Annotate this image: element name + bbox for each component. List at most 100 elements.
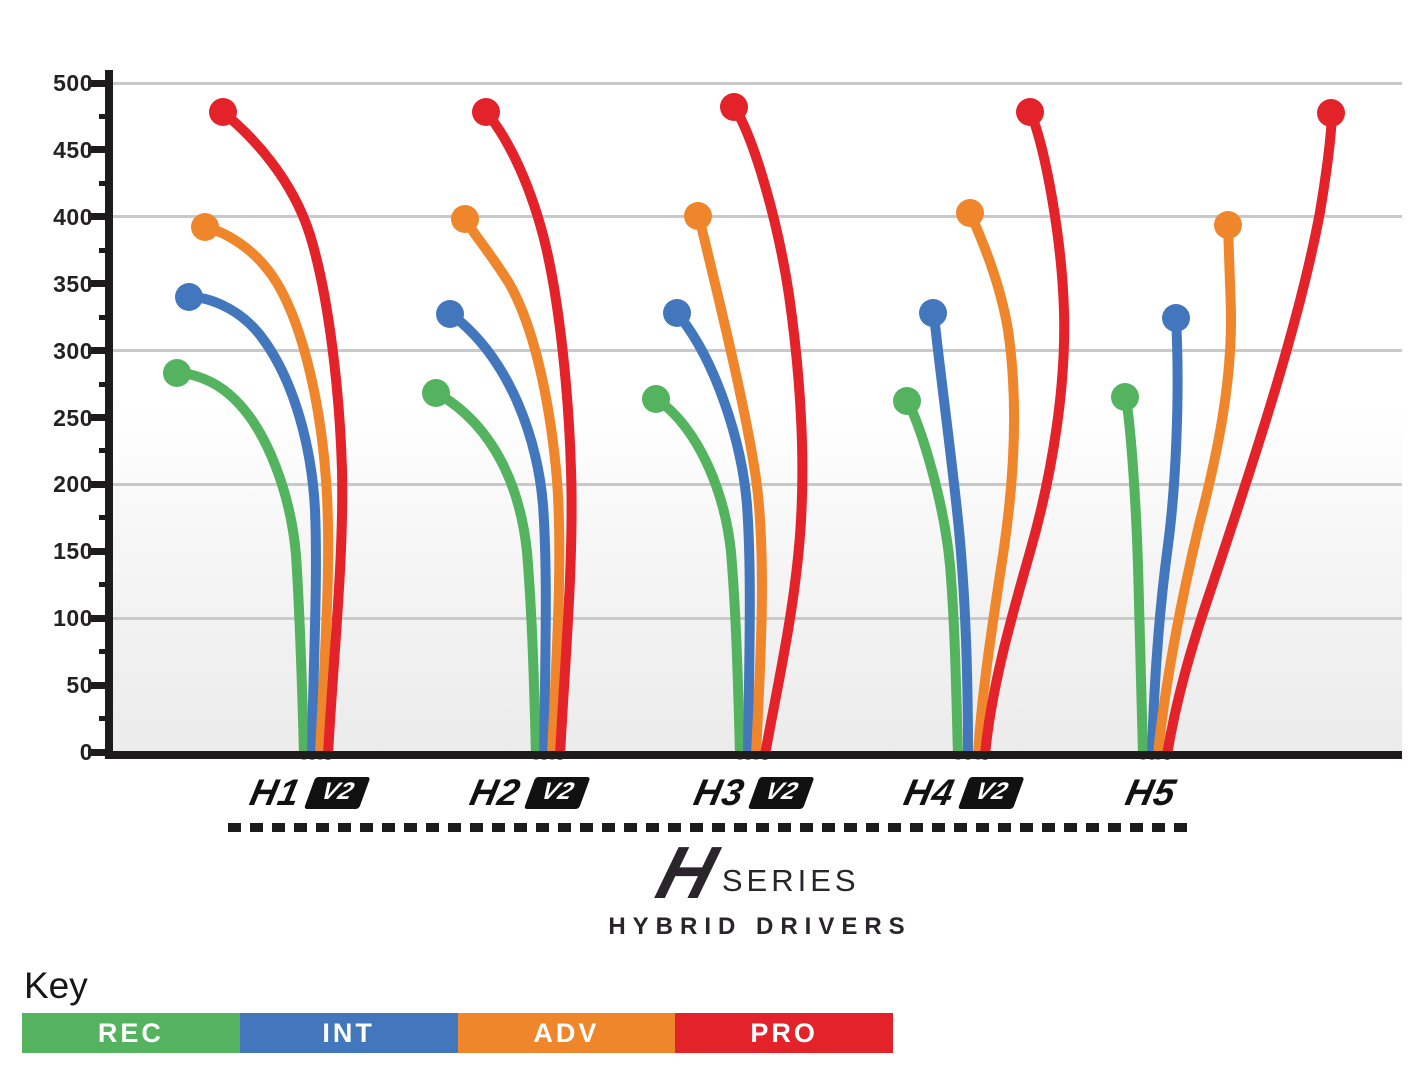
key-segment-REC: REC (22, 1013, 240, 1053)
flight-path-H1-REC (173, 368, 309, 760)
y-axis-label-50: 50 (66, 672, 93, 699)
y-axis-label-350: 350 (53, 270, 93, 297)
key-title: Key (24, 965, 88, 1006)
minor-tick-225 (99, 448, 113, 454)
flight-endpoint-H5-ADV (1214, 211, 1242, 239)
y-axis-label-200: 200 (53, 471, 93, 498)
flight-path-H3-INT (672, 308, 755, 760)
major-tick-350 (88, 280, 113, 288)
major-tick-0 (88, 748, 113, 756)
major-tick-250 (88, 414, 113, 421)
flight-path-H2-PRO (482, 108, 577, 760)
flight-path-H4-INT (929, 310, 973, 760)
flight-path-H1-PRO (219, 108, 348, 760)
disc-label-H1: H1 V2 (246, 772, 372, 814)
flight-endpoint-H3-REC (642, 385, 670, 413)
disc-name-H2: H2 (466, 772, 525, 813)
flight-path-H1-ADV (201, 222, 334, 760)
disc-name-H1: H1 (246, 772, 305, 813)
flight-path-H5-INT (1147, 314, 1183, 760)
flight-path-H3-PRO (730, 103, 808, 760)
logo-series-word: SERIES (721, 862, 860, 898)
dashed-divider (228, 823, 1190, 832)
major-tick-100 (88, 614, 113, 622)
key-segment-ADV: ADV (457, 1013, 676, 1053)
gridline-300 (113, 349, 1402, 353)
flight-endpoint-H4-PRO (1016, 98, 1044, 126)
flight-endpoint-H1-REC (163, 359, 191, 387)
v2-badge-text: V2 (537, 778, 579, 805)
flight-path-H2-REC (432, 388, 541, 760)
flight-endpoint-H1-PRO (209, 98, 237, 126)
minor-tick-25 (99, 716, 113, 722)
flight-endpoint-H3-PRO (720, 93, 748, 121)
major-tick-150 (88, 547, 113, 555)
major-tick-400 (88, 213, 113, 221)
minor-tick-425 (99, 180, 113, 186)
minor-tick-325 (99, 314, 113, 320)
disc-name-H5: H5 (1122, 772, 1181, 813)
y-axis-label-450: 450 (53, 136, 93, 163)
minor-tick-175 (99, 515, 113, 521)
flight-endpoint-H4-ADV (956, 199, 984, 227)
gridline-500 (113, 81, 1402, 85)
flight-endpoint-H1-ADV (191, 213, 219, 241)
flight-endpoint-H2-REC (422, 379, 450, 407)
major-tick-500 (88, 79, 113, 87)
y-axis-label-500: 500 (53, 70, 93, 96)
flight-endpoint-H2-PRO (472, 98, 500, 126)
flight-path-H2-INT (446, 309, 551, 760)
minor-tick-275 (99, 381, 113, 387)
minor-tick-475 (99, 113, 113, 119)
y-axis-label-400: 400 (53, 203, 93, 230)
flight-endpoint-H4-INT (919, 299, 947, 327)
disc-name-H3: H3 (690, 772, 749, 813)
major-tick-450 (88, 146, 113, 154)
minor-tick-125 (99, 582, 113, 588)
key-legend-bar: REC INT ADV PRO (22, 1013, 893, 1053)
disc-label-H3: H3 V2 (690, 772, 816, 814)
v2-badge-text: V2 (971, 778, 1013, 805)
v2-badge-H2: V2 (524, 777, 592, 809)
major-tick-300 (88, 347, 113, 355)
series-logo: H SERIES HYBRID DRIVERS (540, 831, 980, 941)
flight-endpoint-H5-PRO (1317, 99, 1345, 127)
v2-badge-text: V2 (761, 778, 803, 805)
logo-subtitle: HYBRID DRIVERS (608, 912, 912, 940)
flight-path-H5-PRO (1162, 109, 1337, 760)
flight-endpoint-H1-INT (175, 283, 203, 311)
y-axis-label-0: 0 (79, 739, 93, 765)
major-tick-50 (88, 681, 113, 689)
flight-endpoint-H5-REC (1111, 383, 1139, 411)
key-segment-PRO: PRO (675, 1013, 893, 1053)
flight-endpoint-H3-ADV (684, 202, 712, 230)
x-axis-line (105, 751, 1402, 759)
y-axis-label-250: 250 (53, 404, 93, 431)
flight-endpoint-H2-INT (436, 300, 464, 328)
y-axis-label-300: 300 (53, 337, 93, 364)
key-segment-INT: INT (239, 1013, 458, 1053)
minor-tick-75 (99, 649, 113, 655)
flight-endpoint-H4-REC (893, 387, 921, 415)
series-logo-row: H SERIES (540, 831, 980, 914)
flight-path-H4-PRO (980, 108, 1070, 760)
flight-path-H5-ADV (1153, 221, 1237, 760)
flight-path-H3-ADV (694, 212, 767, 760)
flight-endpoint-H3-INT (663, 299, 691, 327)
v2-badge-H1: V2 (304, 777, 372, 809)
major-tick-200 (88, 480, 113, 488)
flight-path-H2-ADV (461, 214, 565, 760)
v2-badge-H4: V2 (958, 777, 1026, 809)
flight-endpoint-H5-INT (1162, 304, 1190, 332)
flight-path-H1-INT (185, 292, 321, 760)
logo-h-letter: H (648, 831, 726, 914)
v2-badge-text: V2 (317, 778, 359, 805)
flight-path-H3-REC (652, 394, 745, 760)
minor-tick-375 (99, 247, 113, 253)
y-axis-label-100: 100 (53, 605, 93, 632)
y-axis-label-150: 150 (53, 538, 93, 565)
flight-endpoint-H2-ADV (451, 205, 479, 233)
disc-name-H4: H4 (900, 772, 959, 813)
